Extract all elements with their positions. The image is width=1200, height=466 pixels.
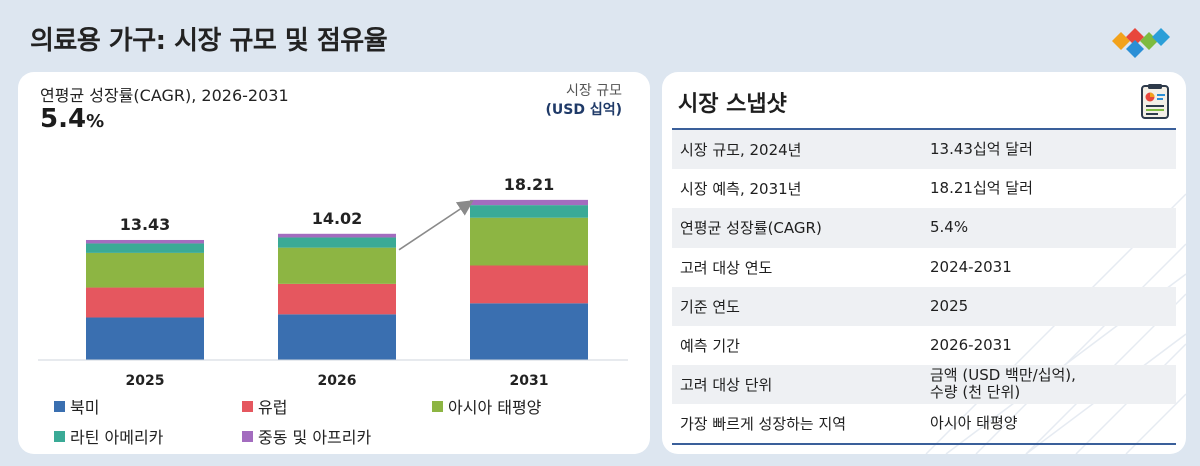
legend-swatch: [242, 400, 253, 412]
legend-item: 라틴 아메리카: [54, 424, 163, 448]
bar-segment-2031-0: [470, 303, 588, 360]
bar-segment-2025-2: [86, 252, 204, 288]
snapshot-title: 시장 스냅샷: [678, 92, 787, 117]
cagr-number: 5.4: [40, 104, 87, 134]
snapshot-value: 금액 (USD 백만/십억), 수량 (천 단위): [930, 367, 1076, 401]
legend-item: 북미: [54, 394, 99, 418]
snapshot-top-rule: [672, 128, 1176, 130]
growth-arrow: [398, 200, 474, 251]
legend-label: 유럽: [258, 398, 288, 417]
snapshot-label: 연평균 성장률(CAGR): [680, 219, 822, 238]
report-icon: [1141, 84, 1169, 119]
bar-segment-2026-2: [278, 247, 396, 284]
cagr-label: 연평균 성장률(CAGR), 2026-2031: [40, 86, 289, 105]
legend-label: 아시아 태평양: [448, 398, 542, 417]
legend-label: 중동 및 아프리카: [258, 428, 372, 447]
snapshot-bottom-rule: [672, 443, 1176, 445]
legend-swatch: [432, 400, 443, 412]
bar-segment-2026-0: [278, 314, 396, 360]
snapshot-value-line1: 금액 (USD 백만/십억),: [930, 366, 1076, 385]
snapshot-value: 2025: [930, 296, 969, 315]
cagr-value: 5.4%: [40, 104, 104, 134]
snapshot-row-market-size: 시장 규모, 2024년 13.43십억 달러: [672, 130, 1176, 170]
legend-swatch: [54, 430, 65, 442]
market-snapshot-panel: 시장 스냅샷 시장 규모, 2024년 13.43십억 달러 시장 예측, 20…: [662, 72, 1186, 454]
snapshot-label: 기준 연도: [680, 297, 740, 316]
legend-swatch: [54, 400, 65, 412]
snapshot-label: 시장 규모, 2024년: [680, 141, 802, 160]
snapshot-label: 고려 대상 단위: [680, 376, 773, 395]
snapshot-value: 13.43십억 달러: [930, 140, 1033, 159]
chart-panel: 13.43 2025 14.02 2026 18.21 2031 연평균 성장률(CAGR…: [18, 72, 650, 454]
snapshot-label: 예측 기간: [680, 337, 740, 356]
market-size-label: 시장 규모 (USD 십억): [545, 82, 622, 120]
category-label-2025: 2025: [126, 373, 165, 389]
legend-item: 아시아 태평양: [432, 394, 541, 418]
bar-segment-2025-4: [86, 239, 204, 244]
bar-segment-2025-1: [86, 287, 204, 318]
snapshot-value: 2026-2031: [930, 336, 1012, 355]
bar-segment-2026-1: [278, 283, 396, 315]
snapshot-row-base-year: 기준 연도 2025: [672, 286, 1176, 326]
bar-segment-2025-3: [86, 243, 204, 253]
bar-total-label-2025: 13.43: [120, 215, 171, 234]
bar-segment-2026-3: [278, 237, 396, 248]
snapshot-value: 아시아 태평양: [930, 414, 1018, 433]
category-label-2026: 2026: [318, 373, 357, 389]
snapshot-label: 가장 빠르게 성장하는 지역: [680, 415, 847, 434]
snapshot-row-years-considered: 고려 대상 연도 2024-2031: [672, 248, 1176, 287]
legend-label: 북미: [70, 398, 100, 417]
bar-segment-2031-1: [470, 265, 588, 304]
page-title: 의료용 가구: 시장 규모 및 점유율: [30, 26, 388, 56]
stacked-bar-chart: 13.43 2025 14.02 2026 18.21 2031: [38, 175, 628, 389]
bar-segment-2031-2: [470, 217, 588, 266]
snapshot-value: 5.4%: [930, 218, 969, 237]
market-size-unit: (USD 십억): [545, 102, 622, 118]
snapshot-label: 시장 예측, 2031년: [680, 180, 802, 199]
snapshot-label: 고려 대상 연도: [680, 258, 773, 277]
market-size-title: 시장 규모: [566, 83, 622, 99]
bar-total-label-2026: 14.02: [312, 209, 363, 228]
bar-total-label-2031: 18.21: [504, 175, 555, 194]
bar-segment-2026-4: [278, 233, 396, 238]
snapshot-row-fastest-region: 가장 빠르게 성장하는 지역 아시아 태평양: [672, 404, 1176, 443]
bar-segment-2031-4: [470, 199, 588, 206]
bar-segment-2031-3: [470, 205, 588, 218]
snapshot-row-units: 고려 대상 단위 금액 (USD 백만/십억), 수량 (천 단위): [672, 365, 1176, 405]
snapshot-value: 18.21십억 달러: [930, 179, 1033, 198]
snapshot-row-forecast-period: 예측 기간 2026-2031: [672, 326, 1176, 365]
brand-logo-icon: [1112, 28, 1170, 58]
snapshot-value: 2024-2031: [930, 257, 1012, 276]
snapshot-value-line2: 수량 (천 단위): [930, 383, 1021, 402]
legend-label: 라틴 아메리카: [70, 428, 164, 447]
snapshot-table: 시장 규모, 2024년 13.43십억 달러 시장 예측, 2031년 18.…: [672, 130, 1176, 444]
bar-segment-2025-0: [86, 317, 204, 360]
snapshot-row-market-forecast: 시장 예측, 2031년 18.21십억 달러: [672, 169, 1176, 208]
snapshot-row-cagr: 연평균 성장률(CAGR) 5.4%: [672, 208, 1176, 248]
cagr-unit: %: [86, 111, 105, 132]
legend-swatch: [242, 430, 253, 442]
legend-item: 중동 및 아프리카: [242, 424, 371, 448]
category-label-2031: 2031: [510, 373, 549, 389]
legend-item: 유럽: [242, 394, 287, 418]
